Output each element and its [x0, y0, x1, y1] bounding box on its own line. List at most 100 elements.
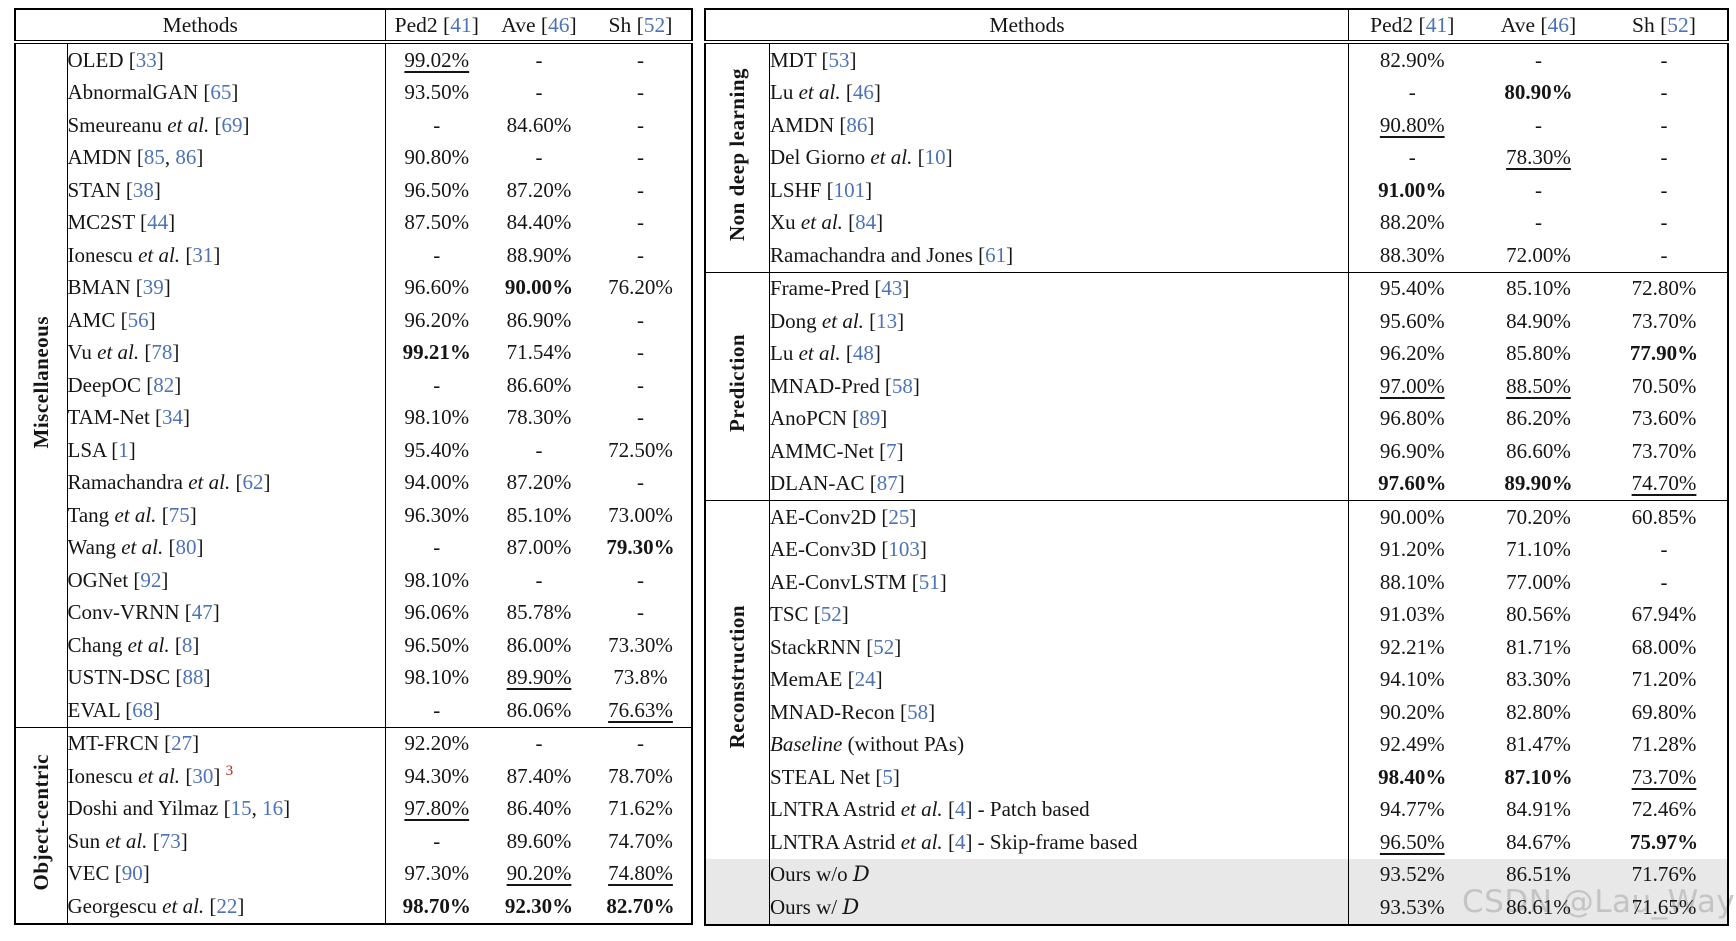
citation-link[interactable]: 38	[132, 177, 154, 202]
score-value: -	[433, 697, 441, 722]
citation-link[interactable]: 46	[1547, 12, 1570, 37]
score-cell: 90.20%	[488, 858, 590, 891]
citation-link[interactable]: 92	[140, 567, 162, 592]
table-row: EVAL [68] - 86.06% 76.63%	[15, 694, 692, 727]
citation-link[interactable]: 52	[873, 634, 895, 659]
citation-link[interactable]: 4	[954, 829, 966, 854]
citation-link[interactable]: 73	[159, 828, 181, 853]
citation-link[interactable]: 61	[985, 242, 1007, 267]
citation-link[interactable]: 53	[828, 47, 850, 72]
citation-link[interactable]: 62	[242, 470, 264, 495]
citation-link[interactable]: 65	[210, 80, 232, 105]
score-cell: -	[590, 369, 692, 402]
method-cell: AnoPCN [89]	[769, 402, 1349, 435]
score-cell: -	[590, 109, 692, 142]
table-row: LSHF [101] 91.00% - -	[705, 174, 1728, 207]
citation-link[interactable]: 52	[643, 12, 666, 37]
text-segment: Ave [	[1500, 12, 1548, 37]
score-cell: 71.54%	[488, 337, 590, 370]
citation-link[interactable]: 24	[854, 667, 876, 692]
text-segment: OLED [	[67, 47, 136, 72]
citation-link[interactable]: 69	[221, 112, 243, 137]
method-cell: VEC [90]	[67, 857, 386, 890]
citation-link[interactable]: 1	[118, 437, 129, 462]
citation-link[interactable]: 33	[135, 47, 157, 72]
citation-link[interactable]: 43	[881, 276, 903, 301]
table-row: Prediction Frame-Pred [43] 95.40% 85.10% 72.…	[705, 271, 1728, 501]
score-cell: -	[385, 532, 488, 565]
score-cell: -	[1602, 109, 1728, 142]
citation-link[interactable]: 27	[171, 731, 193, 756]
citation-link[interactable]: 25	[888, 504, 910, 529]
table-row: Chang et al. [8] 96.50% 86.00% 73.30%	[15, 629, 692, 662]
citation-link[interactable]: 58	[907, 699, 929, 724]
score-cell: 67.94%	[1602, 599, 1728, 632]
citation-link[interactable]: 85	[143, 145, 165, 170]
citation-link[interactable]: 86	[846, 112, 868, 137]
citation-link[interactable]: 86	[175, 145, 197, 170]
method-cell: MemAE [24]	[769, 663, 1349, 696]
citation-link[interactable]: 39	[142, 275, 164, 300]
citation-link[interactable]: 58	[891, 373, 913, 398]
citation-link[interactable]: 5	[882, 764, 893, 789]
citation-link[interactable]: 46	[852, 80, 874, 105]
text-segment: MNAD-Pred [	[770, 373, 892, 398]
citation-link[interactable]: 7	[886, 438, 897, 463]
citation-link[interactable]: 13	[876, 308, 898, 333]
score-cell: 74.70%	[1602, 468, 1728, 501]
text-segment: et al.	[127, 632, 170, 657]
citation-link[interactable]: 75	[168, 502, 190, 527]
citation-link[interactable]: 103	[888, 537, 920, 562]
text-segment: BMAN [	[67, 275, 143, 300]
text-segment: DLAN-AC [	[770, 471, 877, 496]
citation-link[interactable]: 30	[192, 764, 214, 789]
citation-link[interactable]: 88	[182, 665, 204, 690]
citation-link[interactable]: 41	[1425, 12, 1448, 37]
score-value: 73.00%	[608, 502, 673, 527]
citation-link[interactable]: 44	[147, 210, 169, 235]
text-segment: ]	[213, 764, 226, 789]
citation-link[interactable]: 34	[162, 405, 184, 430]
text-segment: USTN-DSC [	[67, 665, 183, 690]
citation-link[interactable]: 78	[151, 340, 173, 365]
citation-link[interactable]: 84	[855, 210, 877, 235]
citation-link[interactable]: 56	[127, 307, 149, 332]
score-value: -	[1660, 112, 1668, 137]
citation-link[interactable]: 16	[262, 796, 284, 821]
text-segment: (without PAs)	[842, 732, 965, 757]
table-row: Miscellaneous OLED [33] 99.02% - -	[15, 42, 692, 727]
score-value: -	[1535, 177, 1542, 202]
citation-link[interactable]: 51	[918, 569, 940, 594]
table-row: Ours w/o D 93.52% 86.51% 71.76%	[705, 858, 1728, 891]
citation-link[interactable]: 87	[876, 471, 898, 496]
score-value: 98.10%	[404, 405, 470, 430]
citation-link[interactable]: 22	[216, 893, 238, 918]
score-value: 91.00%	[1378, 177, 1447, 202]
citation-link[interactable]: 15	[230, 796, 252, 821]
citation-link[interactable]: 90	[121, 861, 143, 886]
citation-link[interactable]: 101	[833, 177, 866, 202]
text-segment: ]	[1006, 242, 1014, 267]
citation-link[interactable]: 52	[1667, 12, 1689, 37]
citation-link[interactable]: 89	[859, 406, 881, 431]
citation-link[interactable]: 41	[450, 12, 472, 37]
citation-link[interactable]: 46	[548, 12, 570, 37]
score-value: -	[637, 470, 644, 495]
citation-link[interactable]: 82	[153, 372, 175, 397]
citation-link[interactable]: 8	[181, 632, 193, 657]
citation-link[interactable]: 31	[192, 242, 214, 267]
text-segment: [	[863, 308, 877, 333]
citation-link[interactable]: 47	[191, 600, 213, 625]
score-value: 94.00%	[404, 470, 470, 495]
citation-link[interactable]: 52	[820, 602, 842, 627]
citation-link[interactable]: 10	[924, 145, 946, 170]
text-segment: Doshi and Yilmaz [	[67, 796, 231, 821]
text-segment: [	[209, 112, 222, 137]
citation-link[interactable]: 48	[852, 341, 874, 366]
citation-link[interactable]: 68	[132, 697, 154, 722]
group-label-text: Non deep learning	[725, 68, 749, 242]
citation-link[interactable]: 4	[954, 797, 966, 822]
citation-link[interactable]: 80	[175, 535, 197, 560]
table-row: Sun et al. [73] - 89.60% 74.70%	[15, 825, 692, 858]
table-row: STAN [38] 96.50% 87.20% -	[15, 174, 692, 207]
